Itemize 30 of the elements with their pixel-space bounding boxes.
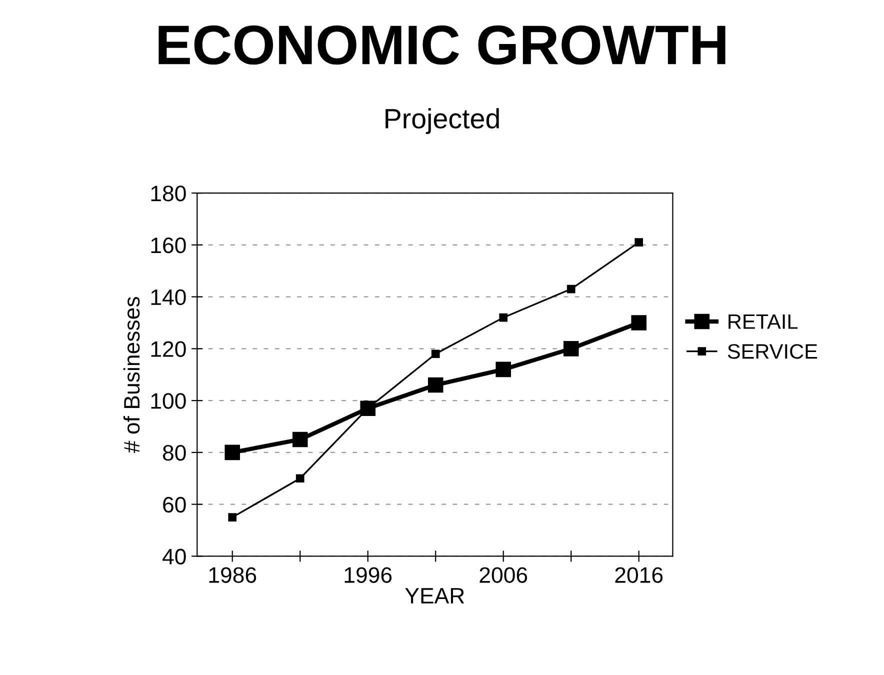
x-tick-label: 1986: [209, 567, 256, 583]
point: [428, 377, 444, 393]
point: [296, 474, 304, 483]
point: [499, 313, 508, 322]
y-axis-title: # of Businesses: [123, 296, 140, 453]
y-tick-label: 180: [151, 186, 186, 202]
y-tick-label: 120: [151, 341, 186, 357]
chart-subtitle: Projected: [386, 108, 499, 134]
chart-title: ECONOMIC GROWTH: [158, 25, 726, 65]
y-tick-label: 60: [163, 496, 186, 513]
x-tick-label: 1996: [344, 567, 392, 583]
point: [566, 284, 576, 294]
point: [228, 513, 237, 522]
point: [631, 315, 646, 330]
point: [224, 444, 240, 460]
point: [634, 238, 644, 246]
x-axis-title: YEAR: [405, 588, 464, 604]
legend-label: RETAIL: [728, 314, 798, 329]
y-tick-label: 160: [151, 237, 186, 254]
x-tick-label: 2006: [480, 567, 528, 583]
y-tick-label: 40: [162, 548, 186, 564]
point: [496, 362, 511, 378]
point: [292, 432, 308, 448]
y-tick-label: 100: [151, 393, 186, 409]
legend-label: SERVICE: [728, 344, 818, 359]
point: [563, 341, 579, 356]
x-tick-label: 2016: [615, 567, 663, 583]
y-tick-label: 80: [162, 444, 186, 461]
y-tick-label: 140: [151, 289, 186, 306]
point: [431, 350, 440, 358]
